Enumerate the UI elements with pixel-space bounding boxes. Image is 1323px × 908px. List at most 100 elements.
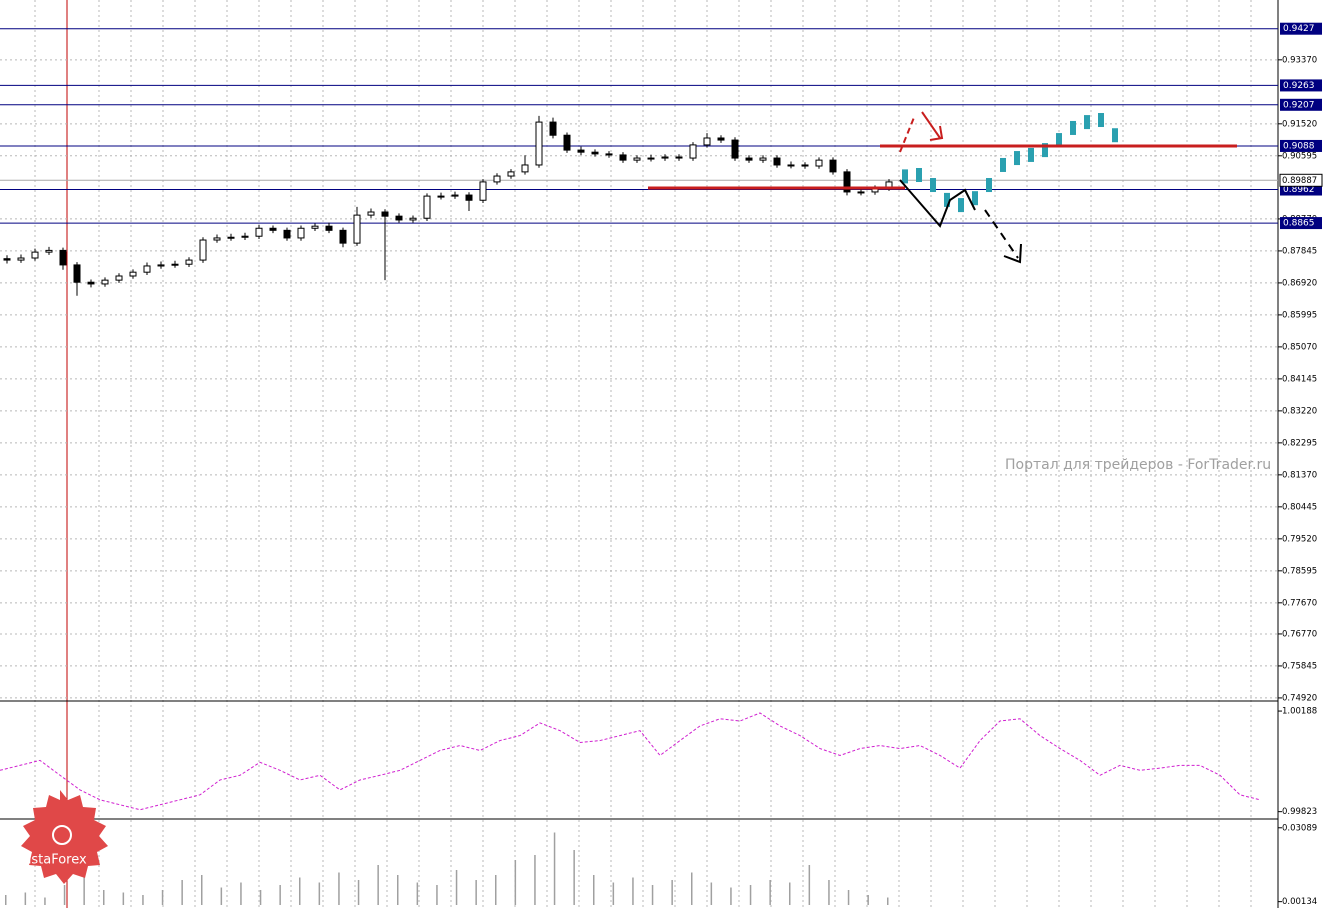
candle-body xyxy=(577,149,585,153)
candle-body xyxy=(423,195,431,219)
candle-body xyxy=(87,281,95,285)
y-tick-label: 0.00134 xyxy=(1282,897,1317,907)
volume-bar xyxy=(5,895,7,905)
candle-body xyxy=(45,249,53,253)
volume-bar xyxy=(710,882,713,905)
candle-body xyxy=(647,157,655,160)
level-label: 0.8865 xyxy=(1283,219,1315,229)
volume-bar xyxy=(691,872,693,905)
candle-body xyxy=(591,151,599,155)
volume-bar xyxy=(455,870,458,905)
volume-bar xyxy=(867,895,869,905)
black-arrow-head xyxy=(1003,243,1022,264)
y-tick-label: 0.84145 xyxy=(1282,374,1317,384)
projection-bar xyxy=(958,198,964,213)
y-tick-label: 0.82295 xyxy=(1282,438,1317,448)
y-tick-label: 0.99823 xyxy=(1282,807,1317,817)
volume-bar xyxy=(887,897,889,905)
candle-body xyxy=(815,159,823,167)
volume-bar xyxy=(83,875,85,905)
volume-bar xyxy=(122,892,125,905)
level-label-box xyxy=(1280,217,1322,230)
y-tick-label: 0.81370 xyxy=(1282,470,1317,480)
volume-bar xyxy=(259,890,262,905)
projection-bar xyxy=(1084,115,1090,130)
candle-body xyxy=(549,121,557,136)
candle-body xyxy=(563,134,571,151)
volume-bar xyxy=(397,875,399,905)
volume-bar xyxy=(103,890,105,905)
candle-body xyxy=(773,157,781,166)
candle-body xyxy=(325,225,333,231)
candle-body xyxy=(353,214,361,244)
red-arrow xyxy=(921,111,941,139)
drawing-annotations xyxy=(648,111,1237,264)
projection-bar xyxy=(1000,157,1006,172)
candle-body xyxy=(255,227,263,237)
volume-bar xyxy=(808,865,811,905)
candle-body xyxy=(213,237,221,241)
candle-body xyxy=(241,235,249,238)
red-arrow xyxy=(899,114,916,153)
level-label-box xyxy=(1280,98,1322,111)
volume-bar xyxy=(769,880,771,905)
y-tick-label: 0.93370 xyxy=(1282,55,1317,65)
volume-bar xyxy=(436,885,438,905)
candle-body xyxy=(535,121,543,166)
candle-body xyxy=(843,171,851,193)
candle-body xyxy=(787,164,795,167)
candle-body xyxy=(759,157,767,161)
candle-body xyxy=(395,215,403,221)
volume-bar xyxy=(240,882,242,905)
candle-body xyxy=(297,227,305,239)
candle-body xyxy=(3,258,11,261)
volume-bar xyxy=(357,880,360,905)
y-tick-label: 0.76770 xyxy=(1282,629,1317,639)
projection-bar xyxy=(1028,147,1034,162)
y-tick-label: 0.75845 xyxy=(1282,661,1317,671)
volume-bar xyxy=(142,895,144,905)
y-tick-label: 0.90595 xyxy=(1282,151,1317,161)
candle-body xyxy=(801,164,809,167)
candle-body xyxy=(409,217,417,221)
current-price-label: 0.89887 xyxy=(1282,176,1317,186)
candle-body xyxy=(17,257,25,261)
volume-bar xyxy=(612,882,615,905)
candle-body xyxy=(703,137,711,146)
projection-bar xyxy=(1112,128,1118,143)
candle-body xyxy=(381,211,389,217)
candle-body xyxy=(717,137,725,141)
candle-body xyxy=(59,249,67,266)
y-tick-label: 0.74920 xyxy=(1282,693,1317,703)
level-label: 0.9207 xyxy=(1283,100,1315,110)
volume-bar xyxy=(416,882,419,905)
volume-bar xyxy=(181,880,183,905)
projection-bar xyxy=(1098,113,1104,128)
candle-body xyxy=(451,194,459,197)
candle-body xyxy=(731,139,739,159)
y-tick-label: 0.03089 xyxy=(1282,823,1317,833)
indicator-line xyxy=(0,712,1261,811)
level-label-box xyxy=(1280,22,1322,35)
candle-body xyxy=(199,239,207,261)
candle-body xyxy=(283,229,291,239)
level-label-box xyxy=(1280,139,1322,152)
y-tick-label: 0.85070 xyxy=(1282,342,1317,352)
marks: 0.933700.915200.905950.887700.878450.869… xyxy=(0,22,1323,907)
candle-body xyxy=(31,251,39,259)
volume-bar xyxy=(651,885,654,905)
level-label: 0.8962 xyxy=(1283,185,1315,195)
candle-body xyxy=(269,227,277,231)
current-price-box xyxy=(1279,173,1323,187)
y-tick-label: 1.00188 xyxy=(1282,707,1317,717)
projection-bar xyxy=(986,178,992,193)
candle-body xyxy=(675,156,683,159)
volume-bar xyxy=(847,890,850,905)
candle-body xyxy=(115,275,123,281)
projection-bar xyxy=(1014,151,1020,166)
candle-body xyxy=(171,263,179,266)
candle-body xyxy=(507,171,515,177)
y-tick-label: 0.77670 xyxy=(1282,598,1317,608)
logo-badge xyxy=(21,790,108,884)
